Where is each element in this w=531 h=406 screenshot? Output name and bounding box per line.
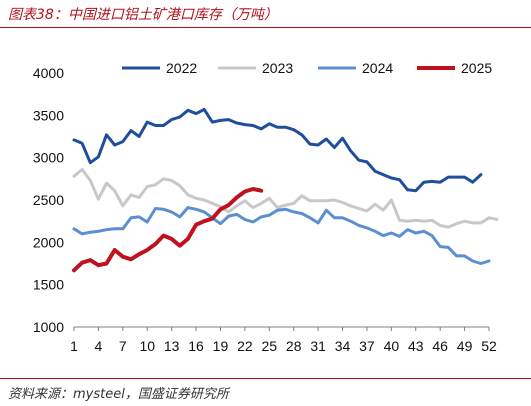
legend: 2022 2023 2024 2025 [122,60,492,76]
x-tick-label: 10 [139,338,155,354]
x-tick-label: 31 [310,338,326,354]
x-tick-label: 7 [119,338,127,354]
series-line-2022 [72,107,483,193]
x-tick-label: 40 [384,338,400,354]
series-line-2024 [72,206,491,265]
title-rule [0,27,531,28]
x-tick-label: 25 [262,338,278,354]
x-tick-label: 16 [188,338,204,354]
x-tick-label: 43 [408,338,424,354]
y-tick-label: 1000 [33,319,64,335]
series-line-2025 [72,187,264,273]
x-tick-label: 1 [70,338,78,354]
x-tick-label: 49 [457,338,473,354]
source-note: 资料来源：mysteel，国盛证券研究所 [8,387,229,402]
y-tick-label: 3000 [33,150,64,166]
y-tick-label: 1500 [33,277,64,293]
x-tick-label: 4 [95,338,103,354]
legend-label-2025: 2025 [461,60,492,76]
y-tick-label: 3500 [33,107,64,123]
x-tick-label: 28 [286,338,302,354]
x-tick-label: 19 [213,338,229,354]
series-lines [72,107,499,273]
x-tick-label: 52 [481,338,497,354]
x-axis-ticks: 1 4 7 10 13 16 19 22 25 28 31 34 37 40 43 46 49 52 [70,327,497,354]
y-axis-ticks: 1000 1500 2000 2500 3000 3500 4000 [33,65,64,335]
series-line-2023 [72,168,499,229]
legend-label-2022: 2022 [166,60,197,76]
x-tick-label: 34 [335,338,351,354]
y-tick-label: 4000 [33,65,64,81]
legend-label-2023: 2023 [262,60,293,76]
x-tick-label: 22 [237,338,253,354]
y-tick-label: 2500 [33,192,64,208]
y-tick-label: 2000 [33,234,64,250]
figure-title: 图表38：中国进口铝土矿港口库存（万吨） [8,7,278,23]
x-tick-label: 37 [359,338,375,354]
x-tick-label: 46 [432,338,448,354]
legend-label-2024: 2024 [362,60,393,76]
source-rule [0,378,531,379]
x-tick-label: 13 [164,338,180,354]
